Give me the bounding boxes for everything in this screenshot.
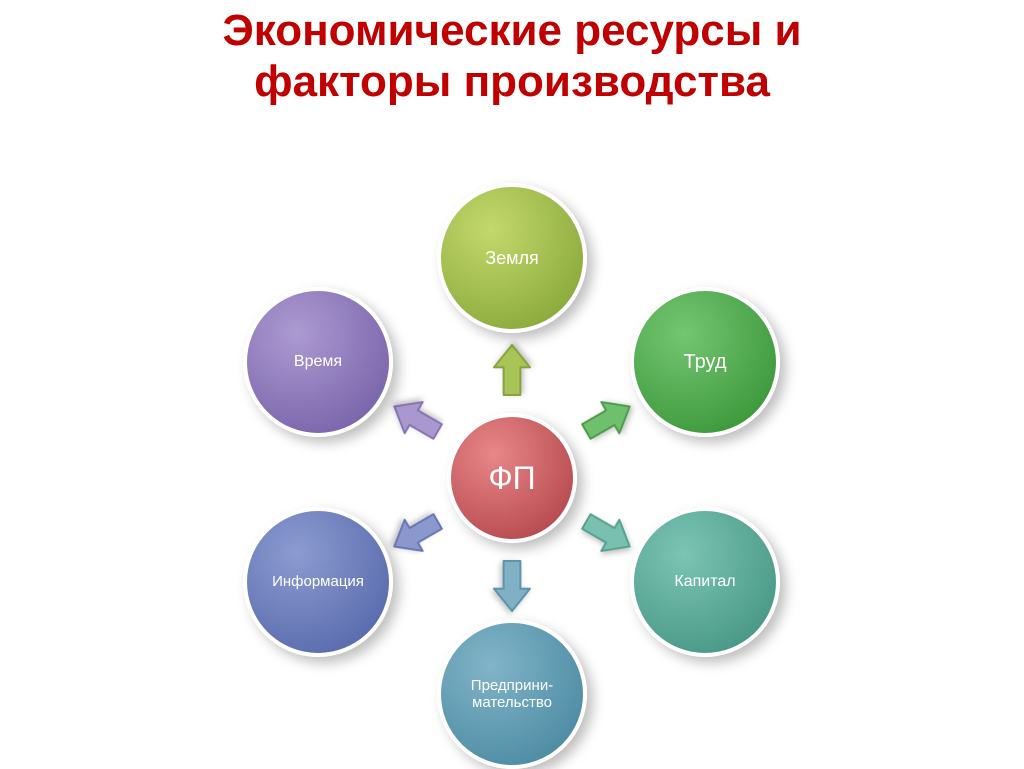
node-labor: Труд xyxy=(630,287,780,437)
node-enterprise-label: Предприни- мательство xyxy=(467,673,557,716)
node-info: Информация xyxy=(243,507,393,657)
radial-diagram: Земля Труд Капитал Предприни- мательство Инф… xyxy=(0,0,1024,767)
arrow-time xyxy=(383,388,450,450)
node-land: Земля xyxy=(437,183,587,333)
node-info-label: Информация xyxy=(268,569,368,594)
center-node: ФП xyxy=(447,413,577,543)
node-capital-label: Капитал xyxy=(670,569,739,595)
center-node-label: ФП xyxy=(484,456,539,501)
arrow-labor xyxy=(575,388,642,450)
node-land-label: Земля xyxy=(481,244,543,273)
node-capital: Капитал xyxy=(630,507,780,657)
arrow-info xyxy=(383,503,450,565)
arrow-capital xyxy=(575,503,642,565)
arrow-land xyxy=(492,343,532,397)
node-labor-label: Труд xyxy=(680,347,731,378)
node-time: Время xyxy=(243,287,393,437)
node-time-label: Время xyxy=(290,349,346,375)
arrow-enterprise xyxy=(492,559,532,613)
node-enterprise: Предприни- мательство xyxy=(437,619,587,769)
